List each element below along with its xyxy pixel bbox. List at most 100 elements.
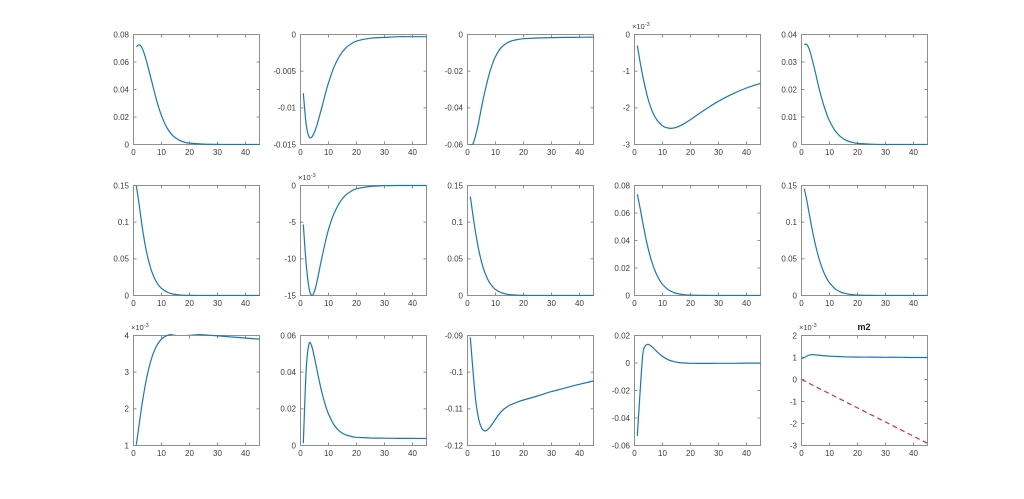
subplot-r2c4: 0 10 20 30 40 0 0.02 0.04 0.06 0.08 (599, 171, 768, 318)
subplot-r2c3: 0 10 20 30 40 0 0.05 0.1 0.15 (432, 171, 601, 318)
x-tick-label: 0 (465, 449, 470, 458)
y-tick-label: -0.12 (445, 441, 464, 450)
x-tick-label: 30 (881, 449, 890, 458)
x-tick-label: 30 (547, 299, 556, 308)
plot-box (300, 185, 427, 296)
irf-response-line (801, 353, 928, 360)
y-tick-label: -10 (284, 255, 296, 264)
y-tick-label: 0.04 (614, 236, 630, 245)
x-tick-label: 0 (298, 148, 303, 157)
irf-response-line (135, 44, 260, 145)
y-tick-label: -1 (623, 67, 631, 76)
subplot-r3c1: 0 10 20 30 40 1 2 3 4 ×10-3 (98, 321, 267, 468)
y-tick-label: -1 (790, 397, 798, 406)
x-tick-label: 20 (686, 299, 695, 308)
y-tick-label: 0.15 (447, 181, 463, 190)
x-tick-label: 0 (131, 449, 136, 458)
x-tick-label: 10 (825, 148, 834, 157)
x-tick-label: 40 (241, 148, 250, 157)
x-tick-label: 30 (380, 449, 389, 458)
y-tick-label: 0.1 (786, 218, 798, 227)
subplot-svg: 0 10 20 30 40 0 0.05 0.1 0.15 (113, 181, 260, 308)
subplot-svg: 0 10 20 30 40-15-10-50×10-3 (284, 173, 427, 308)
subplot-r2c5: 0 10 20 30 40 0 0.05 0.1 0.15 (766, 171, 935, 318)
y-tick-label: -0.02 (612, 386, 631, 395)
subplot-r1c4: 0 10 20 30 40 -3 -2 -1 0 ×10-3 (599, 20, 768, 167)
y-tick-label: 0 (626, 359, 631, 368)
y-tick-label: 2 (793, 331, 798, 340)
x-tick-label: 30 (213, 299, 222, 308)
irf-response-line (804, 43, 928, 145)
x-tick-label: 0 (131, 299, 136, 308)
y-tick-label: -0.01 (278, 104, 297, 113)
x-tick-label: 40 (742, 449, 751, 458)
x-tick-label: 30 (547, 148, 556, 157)
y-tick-label: 0.04 (113, 85, 129, 94)
subplot-svg: 0 10 20 30 40 0 0.05 0.1 0.15 (447, 181, 594, 308)
plot-box (801, 185, 928, 296)
x-tick-label: 0 (298, 449, 303, 458)
x-tick-label: 10 (324, 148, 333, 157)
subplot-r1c3: 0 10 20 30 40 -0.06 -0.04 -0.02 0 (432, 20, 601, 167)
x-tick-label: 20 (352, 148, 361, 157)
y-tick-label: 0.02 (614, 331, 630, 340)
y-tick-label: 0 (459, 30, 464, 39)
subplot-svg: 0 10 20 30 40 -0.06 -0.04 -0.02 0 (445, 30, 594, 157)
x-tick-label: 0 (298, 299, 303, 308)
x-tick-label: 30 (714, 449, 723, 458)
y-tick-label: 0.15 (781, 181, 797, 190)
y-tick-label: -0.005 (273, 67, 296, 76)
y-tick-label: -0.1 (449, 368, 463, 377)
y-tick-label: 2 (125, 405, 130, 414)
plot-box (133, 34, 260, 145)
irf-response-line (302, 184, 427, 296)
x-tick-label: 0 (799, 148, 804, 157)
x-tick-label: 20 (519, 449, 528, 458)
x-tick-label: 10 (825, 299, 834, 308)
subplot-svg: 0 10 20 30 40 -0.015 -0.01 -0.005 0 (273, 30, 427, 157)
y-tick-label: 0.15 (113, 181, 129, 190)
x-tick-label: 10 (491, 148, 500, 157)
x-tick-label: 40 (408, 299, 417, 308)
x-tick-label: 30 (380, 299, 389, 308)
x-tick-label: 20 (519, 148, 528, 157)
y-tick-label: 0 (793, 375, 798, 384)
y-tick-label: 0.02 (781, 85, 797, 94)
x-tick-label: 30 (380, 148, 389, 157)
plot-box (801, 34, 928, 145)
x-tick-label: 30 (714, 148, 723, 157)
x-tick-label: 20 (686, 449, 695, 458)
y-axis-scale-exponent-label: ×10-3 (799, 323, 817, 332)
y-tick-label: 0.06 (113, 58, 129, 67)
x-tick-label: 0 (632, 449, 637, 458)
x-tick-label: 10 (491, 449, 500, 458)
plot-box (300, 34, 427, 145)
y-tick-label: 0.05 (781, 255, 797, 264)
x-tick-label: 10 (491, 299, 500, 308)
y-tick-label: -0.04 (612, 414, 631, 423)
plot-box (133, 185, 260, 296)
x-tick-label: 40 (909, 148, 918, 157)
x-tick-label: 10 (157, 148, 166, 157)
irf-response-line (470, 36, 594, 145)
y-tick-label: -15 (284, 291, 296, 300)
y-tick-label: 0 (793, 291, 798, 300)
y-tick-label: -0.02 (445, 67, 464, 76)
plot-box (467, 335, 594, 446)
x-tick-label: 40 (408, 449, 417, 458)
x-tick-label: 40 (408, 148, 417, 157)
x-tick-label: 30 (714, 299, 723, 308)
plot-box (801, 335, 928, 446)
subplot-svg: 0 10 20 30 40 -3 -2 -1 0 1 2×10-3 m2 (790, 322, 928, 458)
x-tick-label: 20 (185, 148, 194, 157)
subplot-svg: 0 10 20 30 40-3-2-10×10-3 (623, 22, 761, 157)
y-tick-label: 0 (626, 291, 631, 300)
x-tick-label: 10 (324, 449, 333, 458)
plot-box (467, 34, 594, 145)
y-tick-label: 0 (292, 30, 297, 39)
x-tick-label: 20 (185, 449, 194, 458)
plot-box (133, 335, 260, 446)
x-tick-label: 40 (575, 299, 584, 308)
irf-response-line (636, 194, 761, 296)
y-tick-label: 0.02 (280, 405, 296, 414)
